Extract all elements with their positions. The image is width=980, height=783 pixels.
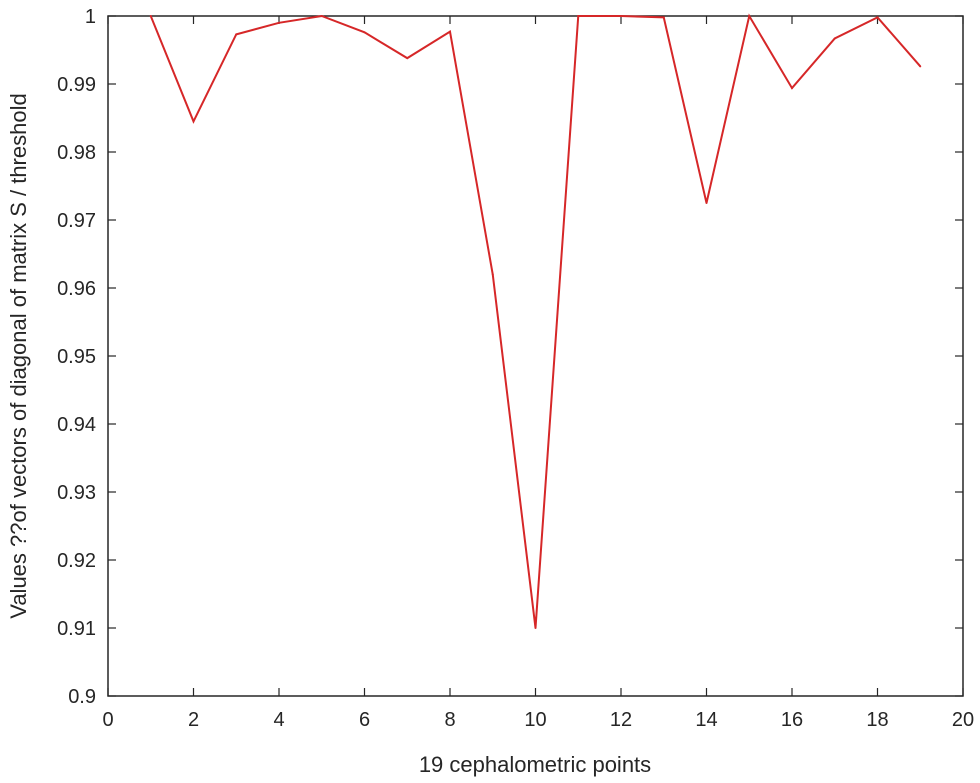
x-tick-label: 10 — [524, 709, 546, 731]
series-layer — [149, 13, 922, 629]
y-tick-label: 0.94 — [57, 414, 96, 436]
y-tick-label: 0.92 — [57, 550, 96, 572]
data-point — [491, 273, 494, 276]
y-axis-label: Values ??of vectors of diagonal of matri… — [6, 93, 31, 618]
data-point — [833, 37, 836, 40]
data-point — [705, 202, 708, 204]
data-point — [449, 30, 451, 33]
data-point — [662, 16, 665, 19]
x-tick-label: 0 — [102, 709, 113, 731]
y-tick-label: 0.96 — [57, 278, 96, 300]
x-tick-label: 14 — [695, 709, 717, 731]
y-tick-label: 0.99 — [57, 74, 96, 96]
x-tick-label: 2 — [188, 709, 199, 731]
y-tick-label: 0.9 — [68, 686, 96, 708]
y-tick-label: 0.97 — [57, 210, 96, 232]
y-tick-label: 1 — [85, 6, 96, 28]
x-axis-label: 19 cephalometric points — [419, 752, 651, 777]
data-point — [320, 15, 323, 17]
data-point — [406, 57, 409, 60]
data-point — [534, 627, 537, 629]
y-tick-label: 0.95 — [57, 346, 96, 368]
x-tick-label: 6 — [359, 709, 370, 731]
data-point — [278, 21, 280, 24]
x-tick-label: 16 — [781, 709, 803, 731]
data-point — [876, 16, 879, 19]
data-point — [577, 15, 580, 17]
data-point — [192, 120, 195, 123]
x-tick-label: 4 — [273, 709, 284, 731]
plot-area — [107, 15, 964, 697]
x-tick-label: 20 — [952, 709, 974, 731]
x-tick-label: 12 — [610, 709, 632, 731]
y-tick-label: 0.91 — [57, 618, 96, 640]
y-axis: 0.9 0.91 0.92 0.93 0.94 0.95 0.96 0.97 0.98 0.99 1 — [57, 6, 963, 708]
x-tick-label: 18 — [866, 709, 888, 731]
data-point — [791, 87, 793, 90]
data-point — [919, 65, 922, 68]
data-point — [748, 15, 751, 17]
data-point — [363, 31, 366, 34]
y-tick-label: 0.93 — [57, 482, 96, 504]
data-point — [620, 15, 622, 17]
x-axis: 0 2 4 6 8 10 12 14 16 18 20 — [102, 16, 974, 731]
data-point — [235, 33, 238, 36]
y-tick-label: 0.98 — [57, 142, 96, 164]
x-tick-label: 8 — [444, 709, 455, 731]
data-point — [149, 15, 152, 17]
